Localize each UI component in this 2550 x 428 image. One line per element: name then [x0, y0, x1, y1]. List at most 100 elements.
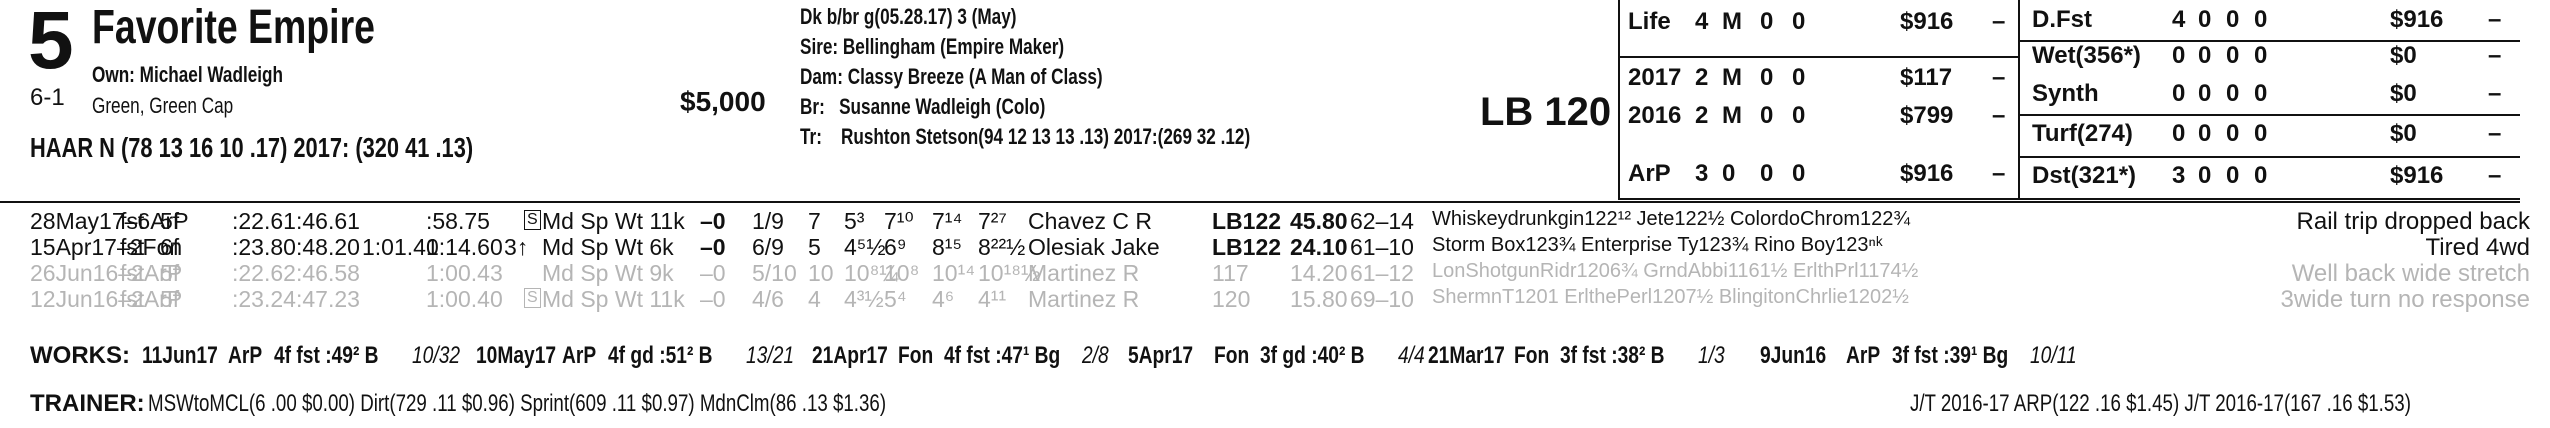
race-date: 15Apr17–2Fon [30, 234, 183, 260]
record-starts: 0 [2172, 42, 2186, 69]
call-1: 4³½ [844, 286, 884, 312]
start-call: 5 [808, 234, 821, 260]
work-rank: 10/11 [2030, 342, 2077, 369]
fraction-3: 1:01.40 [362, 234, 439, 260]
work-detail: 3f gd :40² B [1260, 342, 1365, 369]
record-label: Life [1628, 8, 1671, 35]
call-2: 10⁸ [884, 260, 920, 286]
record-starts: 0 [2172, 120, 2186, 147]
med-weight: LB122 [1212, 234, 1282, 260]
odds: 14.20 [1290, 260, 1348, 286]
record-shows: 0 [2254, 6, 2268, 33]
post-position: 6/9 [752, 234, 784, 260]
start-call: 7 [808, 208, 821, 234]
record-earnings: $0 [2390, 80, 2417, 107]
post-position: 1/9 [752, 208, 784, 234]
work-track: Fon [898, 342, 934, 369]
record-dash: – [1992, 102, 2006, 129]
call-2: 6⁹ [884, 234, 907, 260]
pace-figs: 61–10 [1350, 234, 1414, 260]
record-starts: 4 [2172, 6, 2186, 33]
work-rank: 4/4 [1398, 342, 1425, 369]
call-1: 5³ [844, 208, 865, 234]
top-finishers: LonShotgunRidr1206¾ GrndAbbi1161½ ErlthP… [1432, 260, 1919, 282]
odds: 24.10 [1290, 234, 1348, 260]
work-track: Fon [1214, 342, 1250, 369]
race-cond: fst [120, 260, 145, 286]
final-time: 1:00.40 [426, 286, 503, 312]
work-rank: 13/21 [746, 342, 795, 369]
post-position: 5/10 [752, 260, 797, 286]
record-places: 0 [1760, 8, 1774, 35]
record-starts: 2 [1695, 64, 1709, 91]
race-type: Md Sp Wt 11k [542, 286, 685, 312]
fraction-1: :22.62 [232, 260, 296, 286]
record-places: 0 [2226, 6, 2240, 33]
record-wins: 0 [2198, 42, 2212, 69]
race-dist: 5f [160, 286, 180, 312]
morning-line-odds: 6-1 [30, 84, 65, 111]
trainer: Tr: Rushton Stetson(94 12 13 13 .13) 201… [800, 124, 1251, 149]
work-detail: 4f fst :47¹ Bg [944, 342, 1061, 369]
record-starts: 0 [2172, 80, 2186, 107]
pace-figs: 69–10 [1350, 286, 1414, 312]
record-earnings: $916 [2390, 162, 2444, 189]
work-date: 9Jun16 [1760, 342, 1827, 369]
record-wins: M [1722, 64, 1742, 91]
stretch-call: 4⁶ [932, 286, 955, 312]
finish: 8²²½ [978, 234, 1026, 260]
jockey: Martinez R [1028, 286, 1140, 312]
record-label: D.Fst [2032, 6, 2092, 33]
state-bred-badge: S [524, 288, 541, 308]
fraction-1: :23.24 [232, 286, 296, 312]
fraction-1: :22.61 [232, 208, 296, 234]
med-weight: 117 [1212, 260, 1249, 286]
final-time: 1:14.60 [426, 234, 503, 260]
record-wins: 0 [2198, 80, 2212, 107]
finish: 7²⁷ [978, 208, 1007, 234]
beyer-fig: –0 [700, 234, 726, 260]
record-label: 2017 [1628, 64, 1682, 91]
final-time: :58.75 [426, 208, 490, 234]
race-date: 28May17–6ArP [30, 208, 189, 234]
beyer-fig: –0 [700, 208, 726, 234]
top-finishers: ShermnT1201 ErlthePerl1207½ BlingitonChr… [1432, 286, 1909, 308]
fraction-2: :47.23 [296, 286, 360, 312]
record-dash: – [1992, 160, 2006, 187]
work-rank: 10/32 [412, 342, 461, 369]
record-shows: 0 [2254, 80, 2268, 107]
silks: Green, Green Cap [92, 93, 234, 118]
record-shows: 0 [1792, 8, 1806, 35]
record-dash: – [1992, 8, 2006, 35]
record-dash: – [2488, 80, 2502, 107]
breeding: Dk b/br g(05.28.17) 3 (May) Sire: Bellin… [800, 2, 1377, 152]
stretch-call: 8¹⁵ [932, 234, 962, 260]
record-earnings: $916 [1900, 8, 1954, 35]
record-shows: 0 [2254, 162, 2268, 189]
record-dash: – [2488, 42, 2502, 69]
trip-comment: Tired 4wd [2425, 234, 2530, 261]
record-label: Turf(274) [2032, 120, 2133, 147]
record-dash: – [2488, 162, 2502, 189]
trip-comment: 3wide turn no response [2280, 286, 2531, 313]
med-weight: 120 [1212, 286, 1251, 312]
stretch-call: 10¹⁴ [932, 260, 976, 286]
work-track: Fon [1514, 342, 1550, 369]
race-type: Md Sp Wt 11k [542, 208, 685, 234]
race-type: Md Sp Wt 9k [542, 260, 674, 286]
top-finishers: Storm Box123¾ Enterprise Ty123¾ Rino Boy… [1432, 234, 1883, 256]
race-date: 26Jun16–2ArP [30, 260, 183, 286]
beyer-fig: –0 [700, 260, 726, 286]
works-label: WORKS: [30, 342, 130, 369]
breeder: Br: Susanne Wadleigh (Colo) [800, 94, 1046, 119]
jockey-line: HAAR N (78 13 16 10 .17) 2017: (320 41 .… [30, 132, 474, 163]
record-places: 0 [1760, 102, 1774, 129]
finish: 4¹¹ [978, 286, 1007, 312]
finish: 10¹⁸½ [978, 260, 1041, 286]
trainer-label: TRAINER: [30, 390, 145, 417]
jockey: Martinez R [1028, 260, 1140, 286]
fraction-2: :48.20 [296, 234, 360, 260]
record-shows: 0 [2254, 120, 2268, 147]
record-earnings: $916 [2390, 6, 2444, 33]
work-detail: 4f fst :49² B [274, 342, 379, 369]
